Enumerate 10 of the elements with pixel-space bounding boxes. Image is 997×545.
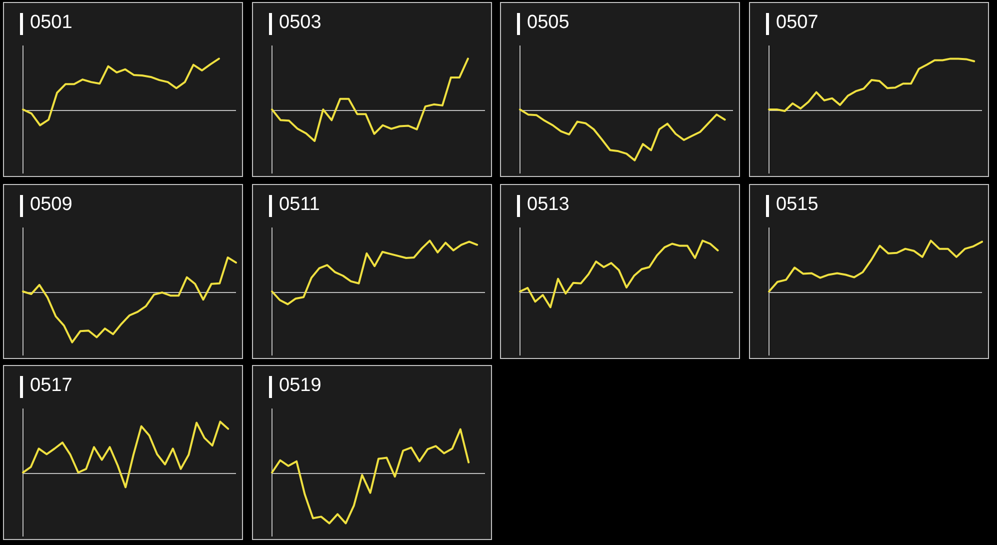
chart-title: 0515 <box>776 193 818 217</box>
chart-title: 0511 <box>279 193 320 217</box>
chart-title: 0513 <box>527 193 570 217</box>
chart-title: 0501 <box>30 11 72 35</box>
chart-title: 0519 <box>279 374 322 398</box>
chart-title: 0507 <box>776 11 818 35</box>
chart-title: 0503 <box>279 11 322 35</box>
chart-title: 0509 <box>30 193 72 217</box>
chart-title: 0505 <box>527 11 570 35</box>
chart-title: 0517 <box>30 374 72 398</box>
